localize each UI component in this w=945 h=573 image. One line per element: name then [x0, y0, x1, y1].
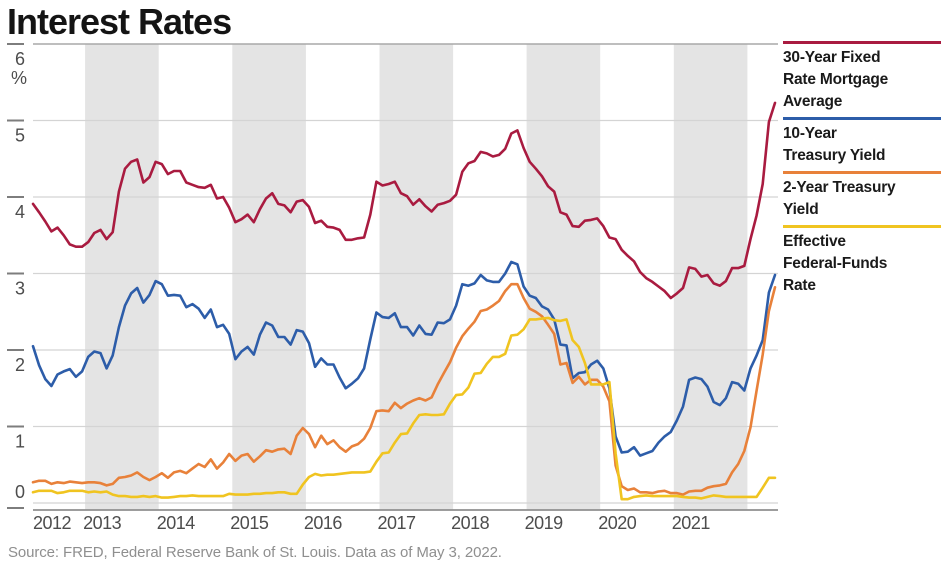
y-axis-unit: %	[11, 68, 27, 88]
y-axis-label-4: 4	[15, 202, 25, 222]
year-band-2015	[232, 44, 306, 510]
y-axis-label-5: 5	[15, 126, 25, 146]
legend-color-rule-effective-federal-funds-rate	[783, 225, 941, 228]
x-axis-label-2020: 2020	[598, 513, 637, 533]
legend-label: 2-Year Treasury	[783, 179, 896, 196]
source-note: Source: FRED, Federal Reserve Bank of St…	[8, 544, 502, 561]
x-axis-label-2016: 2016	[304, 513, 343, 533]
series-line-effective-federal-funds-rate	[31, 316, 777, 501]
series-line-treasury-10y	[31, 260, 777, 457]
year-band-2021	[673, 44, 748, 510]
x-axis-label-2012: 2012	[33, 513, 72, 533]
legend-color-rule-treasury-10y	[783, 117, 941, 120]
year-band-2019	[526, 44, 601, 510]
legend-label: Rate Mortgage	[783, 71, 889, 88]
legend-label: Treasury Yield	[783, 147, 886, 164]
y-axis-label-1: 1	[15, 432, 25, 452]
x-axis-label-2013: 2013	[83, 513, 122, 533]
legend-label: Federal-Funds	[783, 255, 888, 272]
legend-label: Yield	[783, 201, 819, 218]
y-axis-label-3: 3	[15, 279, 25, 299]
x-axis-label-2019: 2019	[525, 513, 564, 533]
legend-label: Average	[783, 93, 843, 110]
y-axis-label-0: 0	[15, 482, 25, 502]
page-title: Interest Rates	[7, 1, 232, 42]
x-axis-label-2015: 2015	[230, 513, 269, 533]
x-axis-label-2017: 2017	[378, 513, 417, 533]
y-axis-label-2: 2	[15, 355, 25, 375]
legend: 30-Year Fixed Rate Mortgage Average 10-Year…	[783, 41, 941, 301]
legend-color-rule-mortgage-30y	[783, 41, 941, 44]
x-axis-label-2018: 2018	[451, 513, 490, 533]
series-line-treasury-2y	[31, 282, 777, 496]
series-line-mortgage-30y	[31, 101, 777, 300]
legend-entry-mortgage-30y: 30-Year Fixed Rate Mortgage Average	[783, 41, 941, 113]
y-axis-label-6: 6	[15, 49, 25, 69]
legend-label: 30-Year Fixed	[783, 49, 881, 66]
x-axis-label-2014: 2014	[157, 513, 196, 533]
legend-label: Effective	[783, 233, 846, 250]
x-axis-label-2021: 2021	[672, 513, 711, 533]
year-band-2017	[379, 44, 454, 510]
legend-label: 10-Year	[783, 125, 837, 142]
legend-label: Rate	[783, 277, 816, 294]
legend-color-rule-treasury-2y	[783, 171, 941, 174]
year-band-2013	[85, 44, 159, 510]
legend-entry-treasury-2y: 2-Year Treasury Yield	[783, 171, 941, 221]
legend-entry-treasury-10y: 10-Year Treasury Yield	[783, 117, 941, 167]
legend-entry-effective-federal-funds-rate: Effective Federal-Funds Rate	[783, 225, 941, 297]
